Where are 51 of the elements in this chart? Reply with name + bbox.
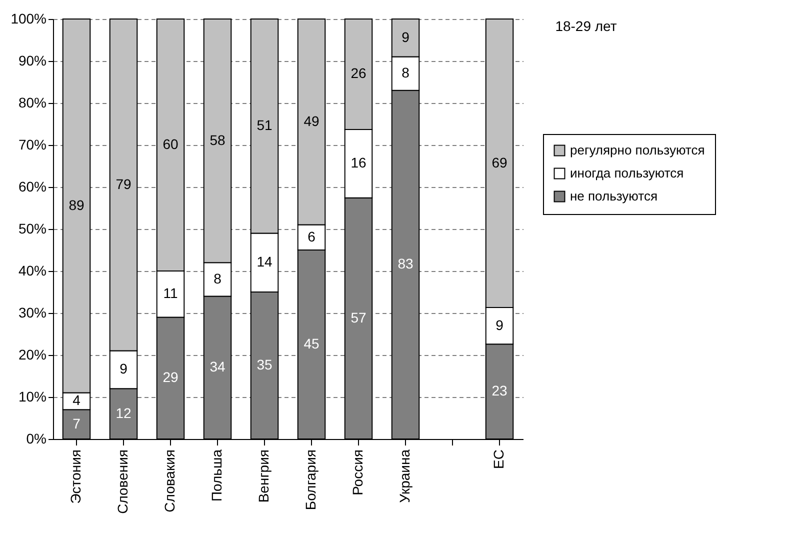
y-tick-label: 70% <box>18 136 46 152</box>
y-tick-label: 100% <box>10 10 46 26</box>
x-tick-label: Россия <box>350 450 366 496</box>
data-label: 29 <box>162 369 178 386</box>
data-label: 58 <box>210 132 226 148</box>
x-tick-label: Словения <box>114 450 130 514</box>
data-label: 83 <box>398 256 414 272</box>
data-label: 4 <box>72 392 81 408</box>
data-label: 8 <box>214 270 222 286</box>
data-label: 16 <box>350 154 366 171</box>
y-tick-label: 60% <box>18 178 46 194</box>
data-label: 49 <box>304 112 320 129</box>
y-tick-label: 50% <box>18 220 46 236</box>
legend-label: регулярно пользуются <box>570 142 705 158</box>
y-tick-label: 90% <box>18 52 46 68</box>
y-tick-label: 20% <box>18 346 46 362</box>
x-tick-label: ЕС <box>490 450 506 469</box>
data-label: 12 <box>116 404 132 421</box>
x-tick-label: Словакия <box>162 450 178 512</box>
data-label: 7 <box>72 415 81 432</box>
data-label: 35 <box>256 356 272 372</box>
y-tick-label: 30% <box>18 304 46 320</box>
legend-label: иногда пользуются <box>570 166 684 180</box>
data-label: 57 <box>350 309 366 326</box>
data-label: 14 <box>256 254 272 270</box>
legend-label: не пользуются <box>570 188 658 204</box>
y-tick-label: 40% <box>18 262 46 278</box>
data-label: 9 <box>496 316 504 333</box>
x-tick-label: Эстония <box>68 450 84 504</box>
y-tick-label: 0% <box>26 430 46 446</box>
data-label: 51 <box>256 117 272 134</box>
data-label: 26 <box>350 65 366 82</box>
x-tick-label: Венгрия <box>256 450 272 503</box>
data-label: 89 <box>68 196 84 213</box>
data-label: 8 <box>402 64 410 81</box>
x-tick-label: Болгария <box>302 450 318 510</box>
x-tick-label: Украина <box>396 449 412 503</box>
data-label: 45 <box>304 336 320 352</box>
data-label: 9 <box>402 28 410 45</box>
text: 18-29 лет <box>555 18 618 34</box>
data-label: 69 <box>492 154 508 170</box>
data-label: 6 <box>308 228 316 244</box>
data-label: 23 <box>492 382 508 399</box>
data-label: 9 <box>120 360 128 377</box>
data-label: 34 <box>210 358 226 375</box>
y-tick-label: 80% <box>18 94 46 110</box>
data-label: 79 <box>116 176 132 192</box>
y-tick-label: 10% <box>18 388 46 404</box>
data-label: 11 <box>163 285 178 302</box>
data-label: 60 <box>162 136 178 152</box>
x-tick-label: Польша <box>208 449 224 502</box>
